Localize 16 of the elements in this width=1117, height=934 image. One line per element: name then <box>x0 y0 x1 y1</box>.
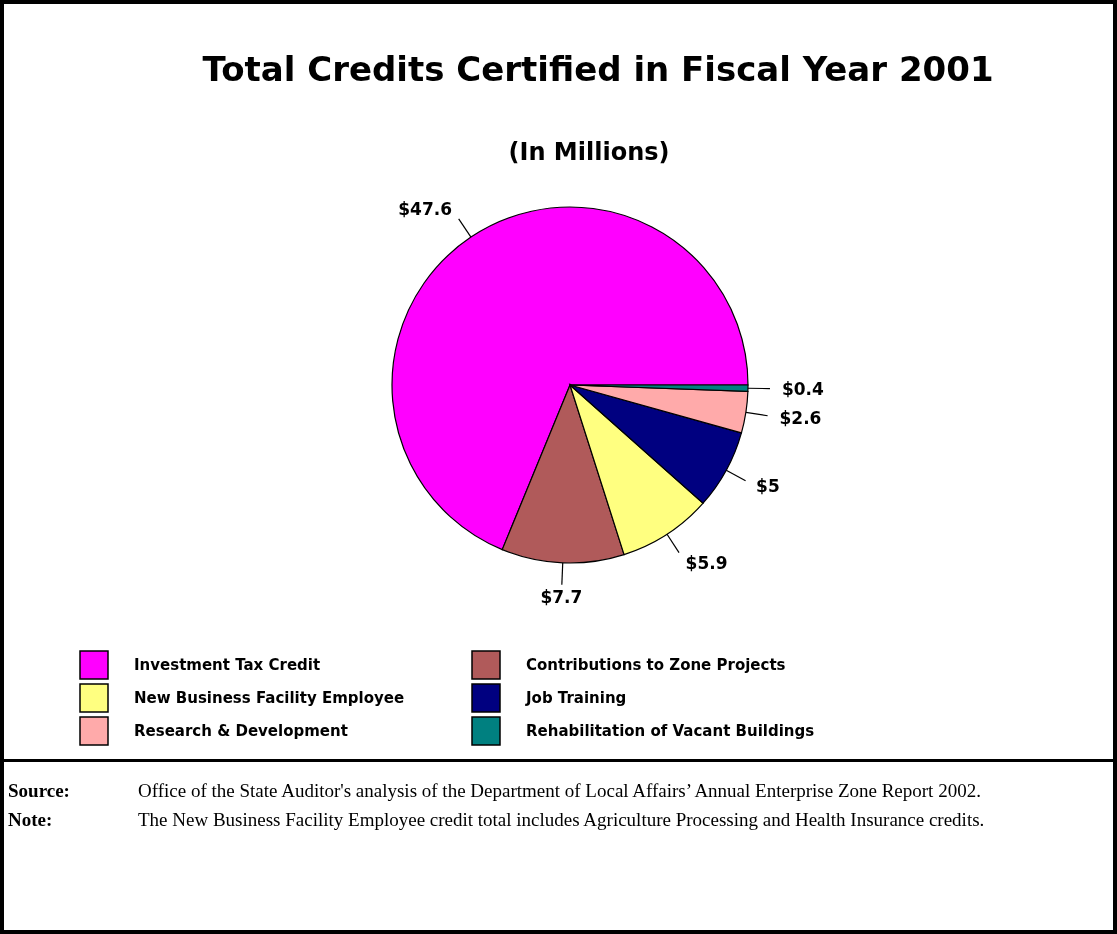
legend-label: Contributions to Zone Projects <box>526 656 786 675</box>
legend-label: Investment Tax Credit <box>134 656 321 675</box>
data-label: $7.7 <box>540 586 583 607</box>
data-label: $0.4 <box>781 378 825 399</box>
data-label: $5.9 <box>685 552 728 573</box>
chart-subtitle: (In Millions) <box>508 138 670 167</box>
chart-title: Total Credits Certified in Fiscal Year 2001 <box>202 48 994 89</box>
data-label: $47.6 <box>398 198 453 219</box>
legend-label: Research & Development <box>134 722 348 741</box>
legend-label: Job Training <box>525 689 627 708</box>
text: Note: The New Business Facility Employee credit total includes Agriculture Processing and Health Insurance credits. <box>8 809 985 830</box>
text: Source: Office of the State Auditor's analysis of the Department of Local Affairs’ Annual Enterprise Zone Report 2002. <box>8 780 981 801</box>
legend-label: Rehabilitation of Vacant Buildings <box>526 722 815 741</box>
legend-label: New Business Facility Employee <box>134 689 405 708</box>
data-label: $2.6 <box>779 407 822 428</box>
data-label: $5 <box>756 476 780 497</box>
